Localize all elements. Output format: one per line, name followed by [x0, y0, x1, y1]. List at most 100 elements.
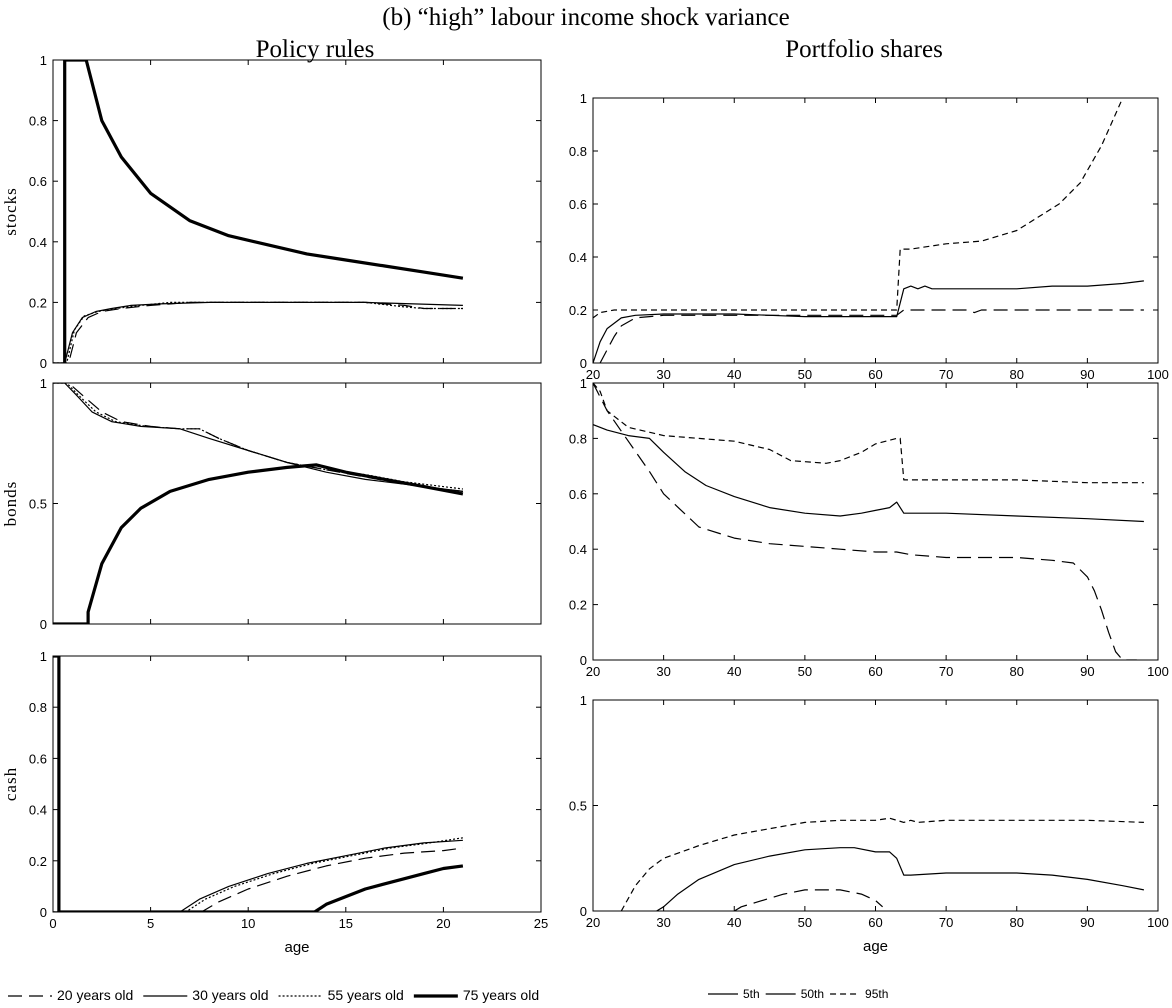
portfolio-bonds-xtick-label: 70: [939, 664, 953, 679]
policy-cash-panel: 0 5 10 15 20 25 0 0.2 0.4 0.6 0.8 1 cash age: [1, 649, 548, 956]
legend-left: 20 years old 30 years old 55 years old 75 y…: [8, 987, 539, 1003]
portfolio-stocks-ytick-label: 0: [580, 356, 587, 371]
legend-right: 5th 50th 95th: [708, 987, 888, 1001]
portfolio-bonds-xtick-label: 60: [868, 664, 882, 679]
portfolio-bonds-ytick-label: 0.8: [569, 431, 587, 446]
policy-cash-ytick-label: 0.2: [29, 854, 47, 869]
policy-bonds-series-75-years-old: [53, 463, 464, 624]
policy-cash-ytick-label: 1: [40, 649, 47, 664]
policy-bonds-series-30-years-old: [53, 383, 463, 492]
portfolio-bonds-xtick-label: 40: [727, 664, 741, 679]
portfolio-stocks-axes-frame: [592, 97, 1159, 364]
portfolio-stocks-ytick-label: 0.4: [569, 250, 587, 265]
policy-cash-ytick-label: 0: [40, 905, 47, 920]
portfolio-cash-xtick-label: 30: [656, 915, 670, 930]
portfolio-bonds-xtick-label: 100: [1147, 664, 1169, 679]
policy-cash-ylabel: cash: [1, 767, 20, 801]
policy-stocks-series-30-years-old: [53, 301, 463, 363]
policy-cash-ytick-label: 0.8: [29, 700, 47, 715]
legend-label-75-years-old: 75 years old: [463, 987, 539, 1003]
portfolio-stocks-series-50th: [593, 280, 1144, 363]
portfolio-cash-xtick-label: 70: [939, 915, 953, 930]
portfolio-stocks-ytick-label: 0.6: [569, 197, 587, 212]
policy-stocks-ytick-label: 0.4: [29, 235, 47, 250]
legend-label-50th: 50th: [801, 987, 824, 1001]
policy-cash-xtick-label: 5: [147, 916, 154, 931]
policy-stocks-ytick-label: 0: [40, 356, 47, 371]
portfolio-bonds-xtick-label: 30: [656, 664, 670, 679]
portfolio-cash-xtick-label: 90: [1080, 915, 1094, 930]
portfolio-bonds-axes-frame: [592, 382, 1159, 661]
portfolio-cash-ytick-label: 0: [580, 904, 587, 919]
policy-bonds-ylabel: bonds: [1, 481, 20, 527]
policy-stocks-ytick-label: 0.2: [29, 295, 47, 310]
portfolio-cash-xtick-label: 20: [586, 915, 600, 930]
portfolio-cash-axes-frame: [592, 699, 1159, 912]
policy-stocks-panel: 0 0.2 0.4 0.6 0.8 1 stocks: [1, 53, 542, 371]
portfolio-stocks-ytick-label: 1: [580, 91, 587, 106]
portfolio-bonds-xtick-label: 20: [586, 664, 600, 679]
policy-stocks-series-75-years-old: [63, 60, 464, 363]
policy-cash-series-30-years-old: [53, 839, 463, 912]
policy-stocks-axes-frame: [52, 59, 542, 364]
portfolio-stocks-xtick-label: 60: [868, 367, 882, 382]
portfolio-stocks-ytick-label: 0.2: [569, 303, 587, 318]
policy-cash-xtick-label: 10: [241, 916, 255, 931]
policy-stocks-series-20-years-old: [53, 301, 463, 363]
policy-cash-xtick-label: 15: [339, 916, 353, 931]
policy-stocks-ytick-label: 0.6: [29, 174, 47, 189]
policy-cash-xlabel: age: [284, 939, 309, 956]
portfolio-stocks-xtick-label: 70: [939, 367, 953, 382]
portfolio-bonds-ytick-label: 0.2: [569, 598, 587, 613]
policy-bonds-ytick-label: 0.5: [29, 497, 47, 512]
policy-cash-series-75-years-old: [53, 656, 464, 912]
portfolio-cash-series-50th: [656, 847, 1145, 911]
policy-stocks-ytick-label: 0.8: [29, 114, 47, 129]
legend-label-5th: 5th: [743, 987, 760, 1001]
left-column-heading: Policy rules: [256, 36, 375, 63]
policy-bonds-axes-frame: [52, 382, 542, 625]
portfolio-stocks-xtick-label: 100: [1147, 367, 1169, 382]
portfolio-stocks-xtick-label: 80: [1010, 367, 1024, 382]
portfolio-cash-series-95th: [620, 817, 1144, 911]
portfolio-bonds-xtick-label: 50: [798, 664, 812, 679]
policy-bonds-series-55-years-old: [53, 383, 463, 490]
policy-bonds-panel: 0 0.5 1 bonds: [1, 376, 542, 632]
policy-cash-ytick-label: 0.4: [29, 803, 47, 818]
portfolio-cash-xlabel: age: [863, 938, 888, 955]
portfolio-bonds-xtick-label: 80: [1010, 664, 1024, 679]
legend-label-55-years-old: 55 years old: [328, 987, 404, 1003]
portfolio-cash-xtick-label: 100: [1147, 915, 1169, 930]
policy-cash-series-20-years-old: [53, 847, 463, 912]
portfolio-cash-xtick-label: 50: [798, 915, 812, 930]
policy-stocks-ylabel: stocks: [1, 187, 20, 236]
policy-bonds-ytick-label: 0: [40, 617, 47, 632]
policy-cash-xtick-label: 25: [534, 916, 548, 931]
policy-stocks-series-55-years-old: [53, 301, 463, 363]
portfolio-stocks-xtick-label: 30: [656, 367, 670, 382]
portfolio-cash-xtick-label: 60: [868, 915, 882, 930]
portfolio-stocks-xtick-label: 40: [727, 367, 741, 382]
policy-cash-series-55-years-old: [53, 837, 463, 912]
portfolio-stocks-panel: 20 30 40 50 60 70 80 90 100 0 0.2 0.4 0.6 0.8 1: [569, 91, 1169, 382]
portfolio-cash-series-5th: [733, 889, 883, 911]
policy-bonds-ytick-label: 1: [40, 376, 47, 391]
portfolio-stocks-series-95th: [593, 98, 1124, 319]
portfolio-bonds-xtick-label: 90: [1080, 664, 1094, 679]
portfolio-cash-xtick-label: 40: [727, 915, 741, 930]
portfolio-stocks-ytick-label: 0.8: [569, 144, 587, 159]
portfolio-cash-ytick-label: 0.5: [569, 799, 587, 814]
portfolio-cash-panel: 20 30 40 50 60 70 80 90 100 0 0.5 1 age: [569, 693, 1169, 955]
portfolio-bonds-series-95th: [593, 383, 1144, 484]
legend-label-30-years-old: 30 years old: [192, 987, 268, 1003]
portfolio-stocks-xtick-label: 90: [1080, 367, 1094, 382]
policy-cash-axes-frame: [52, 655, 542, 913]
figure-title: (b) “high” labour income shock variance: [382, 4, 789, 31]
portfolio-stocks-series-5th: [599, 309, 1144, 363]
portfolio-bonds-panel: 20 30 40 50 60 70 80 90 100 0 0.2 0.4 0.6 0.8 1: [569, 376, 1169, 679]
portfolio-bonds-ytick-label: 0.6: [569, 487, 587, 502]
portfolio-bonds-series-5th: [593, 383, 1137, 660]
portfolio-bonds-ytick-label: 0: [580, 653, 587, 668]
policy-cash-xtick-label: 0: [49, 916, 56, 931]
